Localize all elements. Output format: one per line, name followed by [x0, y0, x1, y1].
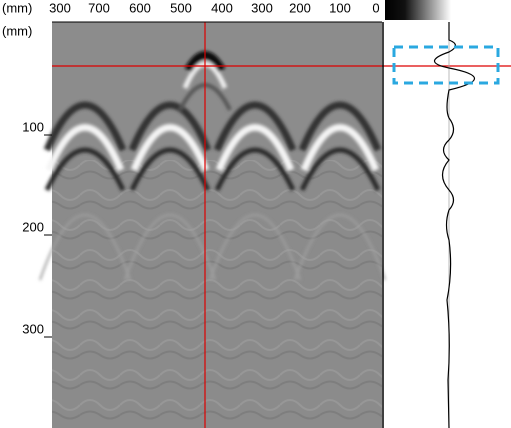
top-tick-label: 0: [372, 0, 379, 15]
hyperbola-dark: [128, 101, 212, 152]
left-tick-label: 200: [22, 219, 44, 234]
hyperbola-shadow: [299, 147, 381, 192]
top-tick-label: 700: [88, 0, 110, 15]
hyperbola-shadow: [214, 147, 296, 192]
hyperbola-bright: [130, 124, 210, 172]
hyperbola-faint: [209, 214, 301, 281]
waveform: [433, 22, 475, 428]
left-tick-label: 300: [22, 321, 44, 336]
left-tick-label: 100: [22, 119, 44, 134]
hyperbola-bright: [215, 124, 295, 172]
colorbar: [385, 0, 451, 20]
top-axis-unit: (mm): [2, 0, 32, 15]
hyperbola-shadow: [129, 147, 211, 192]
hyperbola-faint: [39, 214, 131, 281]
top-tick-label: 300: [49, 0, 71, 15]
top-tick-label: 400: [211, 0, 233, 15]
hyperbola-faint: [294, 214, 386, 281]
selection-box: [392, 45, 500, 85]
hyperbola-dark: [43, 101, 127, 152]
hyperbola-shadow: [44, 147, 126, 192]
top-tick-label: 200: [289, 0, 311, 15]
top-tick-label: 100: [329, 0, 351, 15]
radargram-noise: [52, 160, 382, 428]
top-tick-label: 600: [129, 0, 151, 15]
left-axis-unit: (mm): [2, 23, 32, 38]
reflections: [39, 51, 386, 281]
top-tick-label: 500: [170, 0, 192, 15]
hyperbola-bright: [300, 124, 380, 172]
hyperbola-faint: [124, 214, 216, 281]
hyperbola-dark: [298, 101, 382, 152]
hyperbola-bright: [45, 124, 125, 172]
top-tick-label: 300: [251, 0, 273, 15]
hyperbola-dark: [213, 101, 297, 152]
